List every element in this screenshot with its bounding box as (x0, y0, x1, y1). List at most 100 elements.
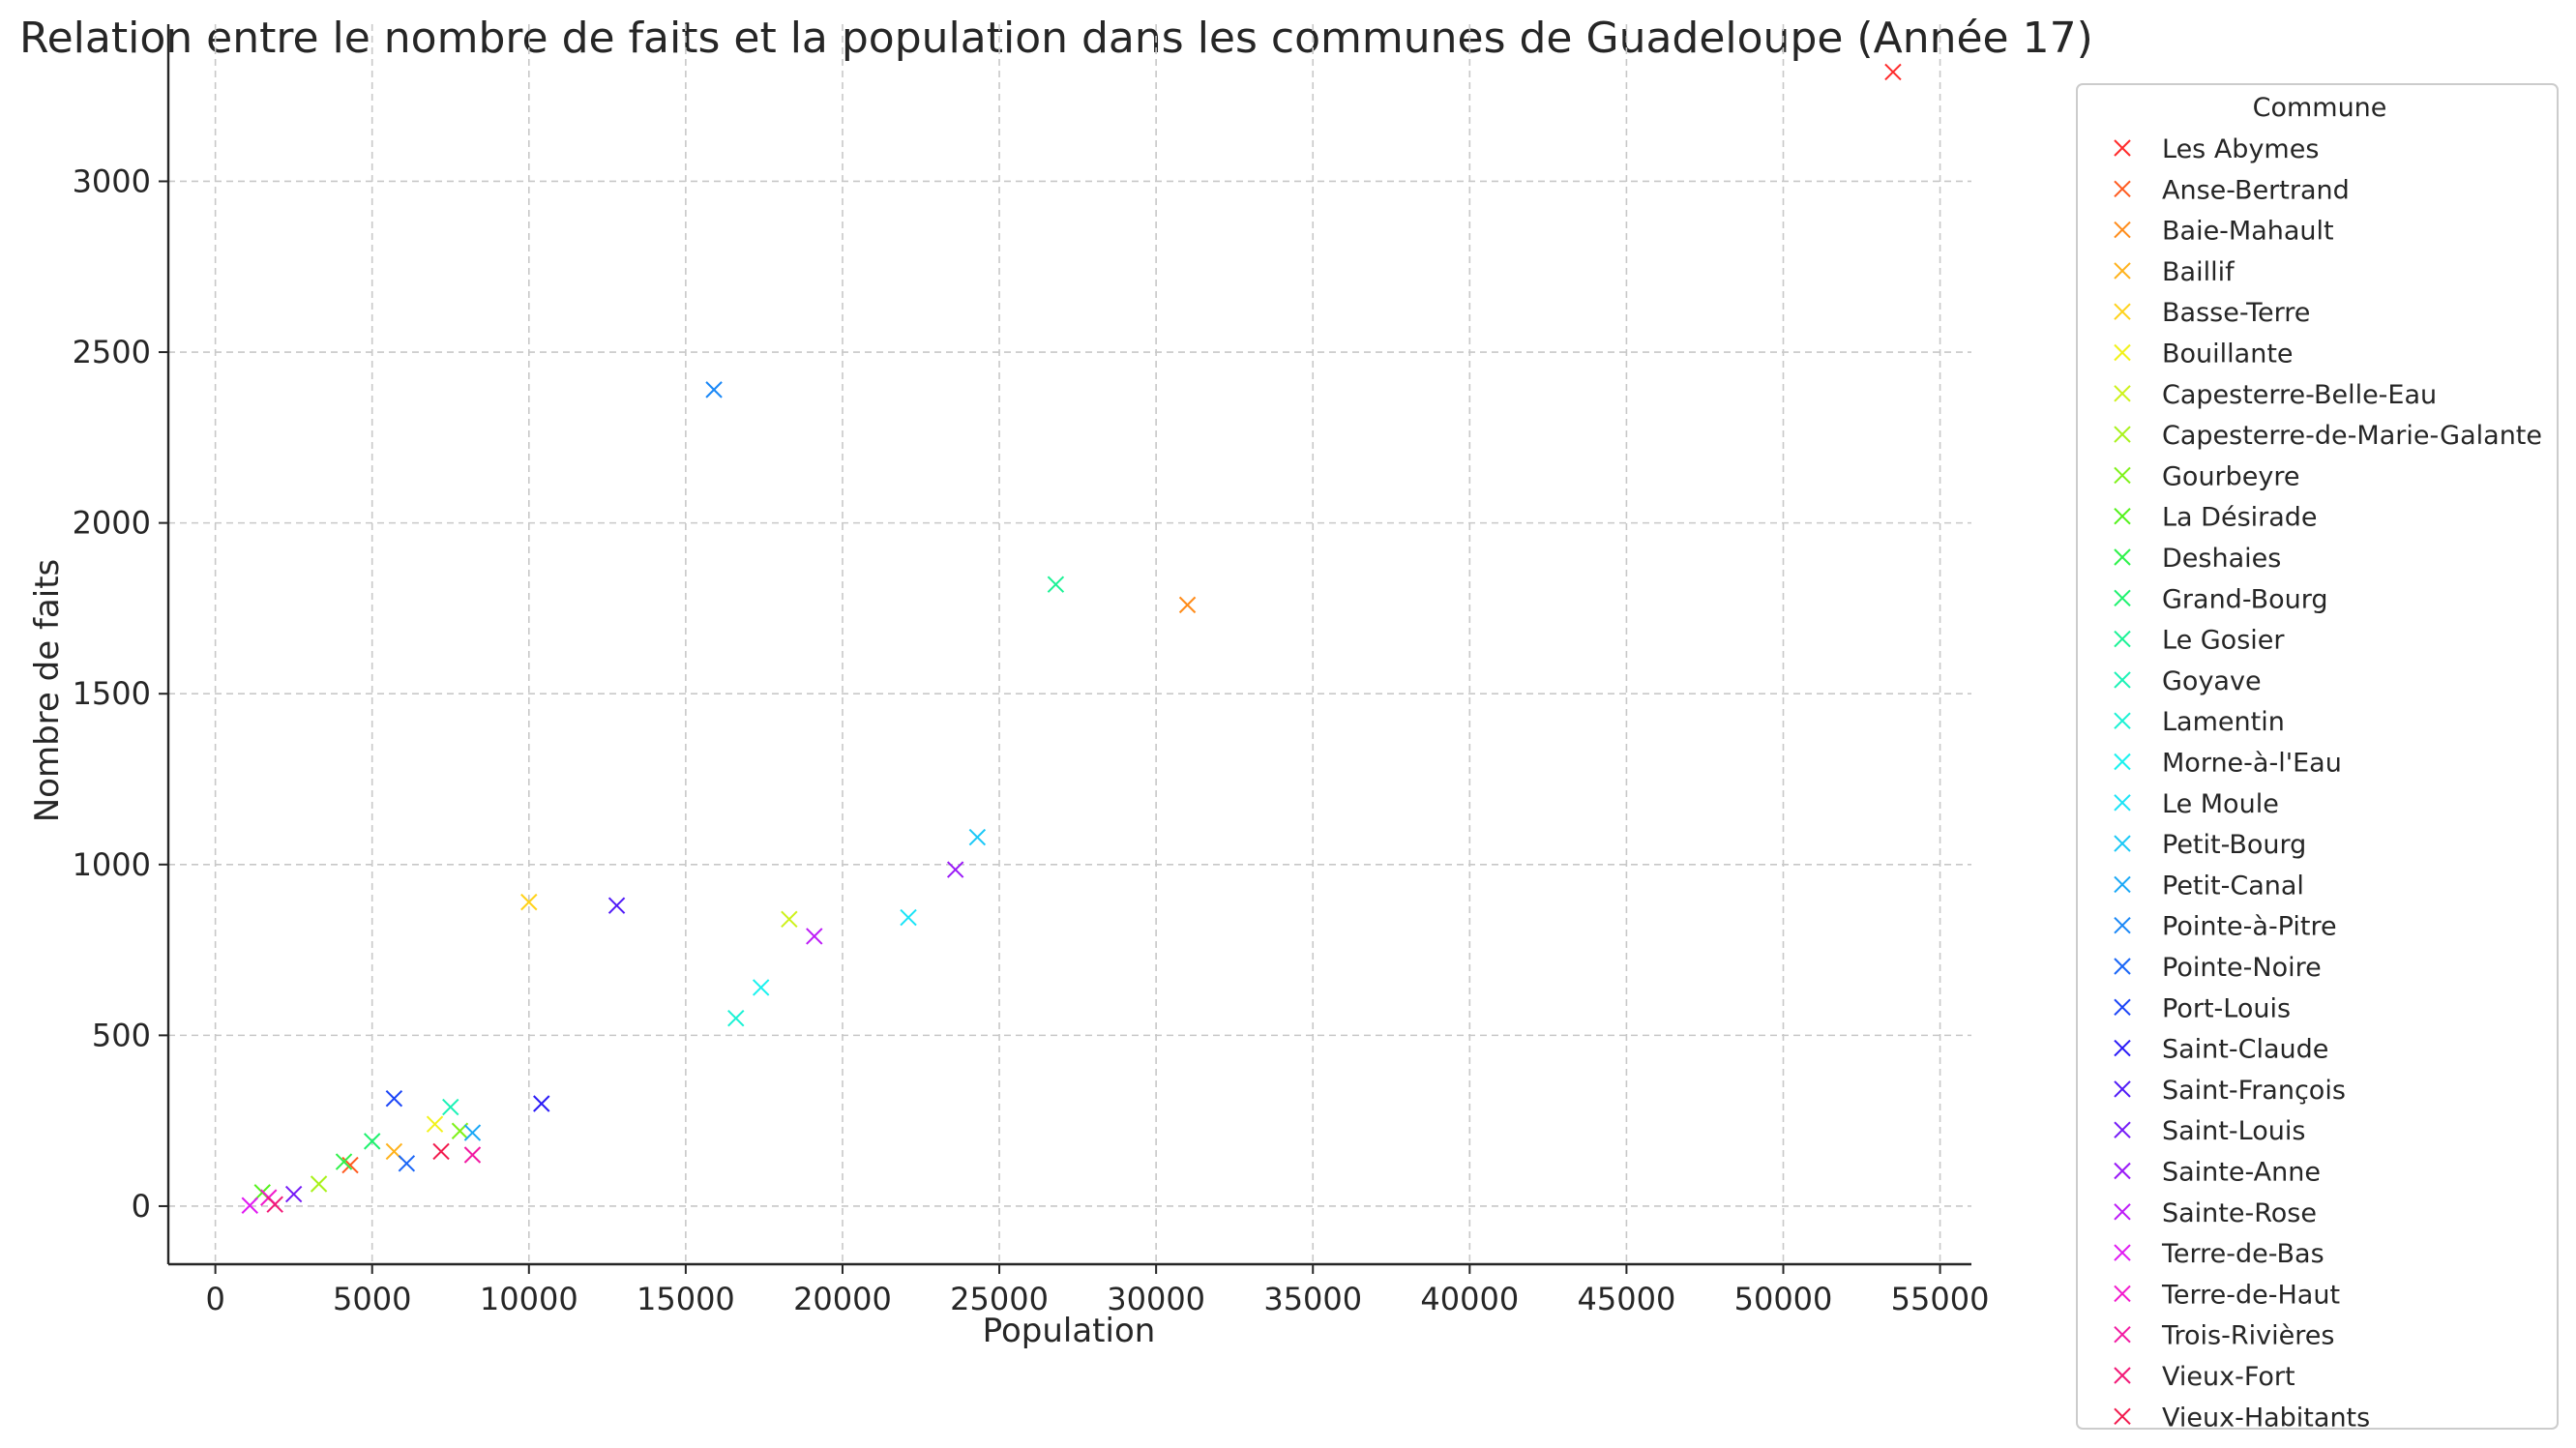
y-tick-label: 500 (92, 1017, 151, 1053)
y-tick-label: 0 (132, 1188, 151, 1225)
legend-item: Vieux-Habitants (2114, 1403, 2370, 1433)
legend-label: La Désirade (2162, 503, 2318, 533)
legend-item: Le Moule (2114, 789, 2279, 819)
legend-item: Morne-à-l'Eau (2114, 749, 2342, 779)
legend-label: Capesterre-de-Marie-Galante (2162, 421, 2542, 451)
legend-label: Saint-Louis (2162, 1116, 2305, 1146)
legend-label: Le Gosier (2162, 626, 2285, 656)
data-point (752, 979, 770, 996)
data-point (364, 1133, 381, 1150)
legend-item: Vieux-Fort (2114, 1362, 2295, 1392)
legend-item: Capesterre-de-Marie-Galante (2114, 421, 2542, 451)
axes (166, 24, 1971, 1266)
legend-label: Basse-Terre (2162, 298, 2310, 328)
legend-item: Basse-Terre (2114, 298, 2310, 328)
legend-item: Le Gosier (2114, 626, 2285, 656)
legend-items: Les Abymes Anse-Bertrand Baie-Mahault Baill… (2114, 134, 2542, 1433)
legend-label: Baie-Mahault (2162, 217, 2334, 247)
data-point (463, 1146, 482, 1164)
legend-item: Terre-de-Bas (2114, 1239, 2324, 1269)
legend-label: Pointe-à-Pitre (2162, 912, 2337, 942)
legend-label: Les Abymes (2162, 134, 2319, 164)
x-tick-label: 25000 (950, 1281, 1049, 1317)
data-point (426, 1115, 444, 1133)
x-tick-label: 50000 (1734, 1281, 1833, 1317)
x-tick-label: 0 (205, 1281, 224, 1317)
data-point (398, 1155, 416, 1172)
data-point (432, 1142, 450, 1161)
data-point (241, 1197, 258, 1214)
legend-item: Sainte-Anne (2114, 1158, 2321, 1188)
data-point (900, 908, 917, 927)
y-axis-title: Nombre de faits (28, 559, 67, 823)
legend-label: Petit-Canal (2162, 871, 2304, 901)
legend-label: Bouillante (2162, 340, 2294, 369)
x-axis-ticks: 0 5000 10000 15000 20000 25000 30000 35000 40000… (205, 1264, 1989, 1317)
data-point (946, 861, 964, 878)
legend-item: Les Abymes (2114, 134, 2319, 164)
legend-label: Terre-de-Bas (2161, 1239, 2324, 1269)
data-point (284, 1185, 303, 1203)
legend-item: Petit-Bourg (2114, 830, 2306, 860)
data-point (806, 928, 823, 945)
legend-item: Petit-Canal (2114, 871, 2304, 901)
data-point (310, 1175, 328, 1193)
legend-label: Grand-Bourg (2162, 584, 2328, 614)
data-point (266, 1196, 283, 1213)
legend-item: Port-Louis (2114, 993, 2291, 1023)
y-tick-label: 3000 (73, 163, 151, 199)
legend-label: Sainte-Rose (2162, 1198, 2317, 1228)
legend-item: Anse-Bertrand (2114, 175, 2350, 205)
x-tick-label: 30000 (1107, 1281, 1205, 1317)
data-point (705, 381, 723, 399)
legend-item: Baie-Mahault (2114, 217, 2334, 247)
data-point (442, 1098, 459, 1116)
legend-item: Saint-François (2114, 1076, 2346, 1106)
legend: Commune Les Abymes Anse-Bertrand Baie-Maha… (2076, 83, 2559, 1433)
legend-label: Le Moule (2162, 789, 2279, 819)
legend-label: Deshaies (2162, 544, 2281, 574)
data-point (463, 1124, 482, 1141)
legend-item: La Désirade (2114, 503, 2318, 533)
legend-item: Lamentin (2114, 707, 2285, 737)
x-tick-label: 55000 (1891, 1281, 1990, 1317)
x-tick-label: 5000 (333, 1281, 411, 1317)
legend-label: Anse-Bertrand (2162, 175, 2350, 205)
grid (168, 24, 1971, 1264)
data-point (1884, 63, 1902, 81)
legend-label: Lamentin (2162, 707, 2285, 737)
legend-item: Saint-Claude (2114, 1035, 2328, 1065)
data-point (520, 893, 538, 911)
data-point (1178, 596, 1197, 614)
data-points (241, 63, 1902, 1214)
legend-label: Gourbeyre (2162, 461, 2300, 491)
legend-label: Saint-Claude (2162, 1035, 2328, 1065)
legend-label: Port-Louis (2162, 993, 2291, 1023)
legend-label: Vieux-Fort (2162, 1362, 2295, 1392)
legend-label: Saint-François (2162, 1076, 2346, 1106)
legend-item: Bouillante (2114, 340, 2294, 369)
data-point (385, 1090, 403, 1108)
legend-label: Pointe-Noire (2162, 953, 2322, 983)
data-point (335, 1153, 353, 1170)
legend-item: Sainte-Rose (2114, 1198, 2317, 1228)
legend-label: Vieux-Habitants (2162, 1403, 2370, 1433)
x-tick-label: 45000 (1578, 1281, 1676, 1317)
y-tick-label: 2500 (73, 334, 151, 370)
legend-frame (2076, 83, 2559, 1430)
x-tick-label: 35000 (1263, 1281, 1362, 1317)
legend-label: Goyave (2162, 666, 2262, 696)
y-tick-label: 2000 (73, 505, 151, 542)
y-axis-ticks: 0 500 1000 1500 2000 2500 3000 (73, 163, 168, 1225)
chart-title: Relation entre le nombre de faits et la … (19, 14, 2093, 63)
data-point (1047, 576, 1065, 593)
x-axis-title: Population (983, 1312, 1156, 1350)
legend-item: Saint-Louis (2114, 1116, 2305, 1146)
legend-label: Capesterre-Belle-Eau (2162, 380, 2437, 410)
legend-label: Sainte-Anne (2162, 1158, 2321, 1188)
x-tick-label: 10000 (480, 1281, 578, 1317)
x-tick-label: 40000 (1420, 1281, 1519, 1317)
x-tick-label: 15000 (637, 1281, 735, 1317)
legend-item: Grand-Bourg (2114, 584, 2328, 614)
